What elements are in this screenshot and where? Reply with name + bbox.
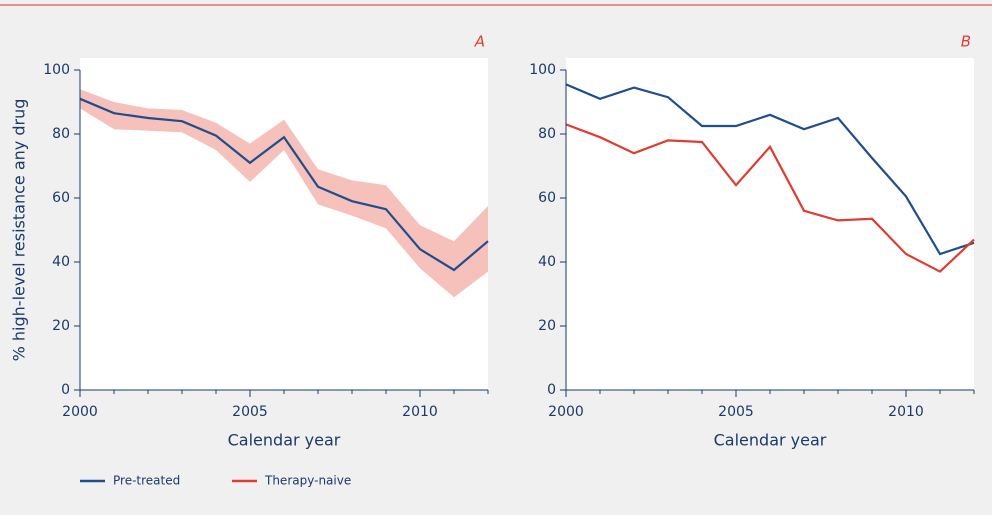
y-tick-label: 60 — [538, 190, 556, 206]
plot-area — [566, 58, 974, 390]
x-tick-label: 2000 — [62, 404, 98, 420]
confidence-band — [80, 89, 488, 298]
x-tick-label: 2010 — [402, 404, 438, 420]
x-axis-label: Calendar year — [714, 431, 827, 450]
y-axis-label: % high-level resistance any drug — [10, 99, 29, 362]
panel-label: A — [474, 33, 485, 51]
x-tick-label: 2000 — [548, 404, 584, 420]
line — [79, 97, 489, 272]
legend-label: Pre-treated — [113, 474, 180, 488]
x-tick-label: 2005 — [718, 404, 754, 420]
y-tick-label: 40 — [538, 254, 556, 270]
y-tick-label: 80 — [538, 126, 556, 142]
line — [565, 123, 975, 273]
y-tick-label: 80 — [52, 126, 70, 142]
y-tick-label: 20 — [538, 318, 556, 334]
y-tick-label: 0 — [61, 382, 70, 398]
x-axis-label: Calendar year — [228, 431, 341, 450]
legend-label: Therapy-naive — [264, 474, 351, 488]
y-tick-label: 40 — [52, 254, 70, 270]
y-tick-label: 100 — [529, 62, 556, 78]
x-tick-label: 2010 — [888, 404, 924, 420]
panel-label: B — [961, 33, 971, 51]
line — [565, 83, 975, 256]
y-tick-label: 100 — [43, 62, 70, 78]
y-tick-label: 60 — [52, 190, 70, 206]
y-tick-label: 20 — [52, 318, 70, 334]
x-tick-label: 2005 — [232, 404, 268, 420]
y-tick-label: 0 — [547, 382, 556, 398]
